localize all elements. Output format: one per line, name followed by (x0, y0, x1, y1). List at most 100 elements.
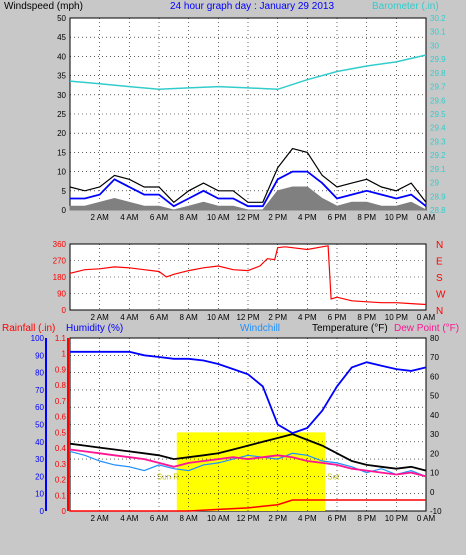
temperature-x-tick-label: 8 AM (180, 514, 199, 523)
wind-y-tick-label: 0 (62, 206, 67, 215)
temperature-y-tick-label: 30 (430, 430, 439, 439)
humidity-axis-label: Humidity (%) (66, 323, 123, 334)
wind-y-tick-label: 25 (57, 110, 66, 119)
direction-x-tick-label: 8 AM (180, 313, 199, 322)
rain-y-tick-label: 0.2 (55, 476, 67, 485)
wind-y-tick-label: 45 (57, 33, 66, 42)
humidity-y-tick-label: 60 (35, 403, 44, 412)
wind-x-tick-label: 4 AM (120, 213, 139, 222)
rain-y-tick-label: 0.4 (55, 444, 67, 453)
barometer-y-tick-label: 29.1 (430, 165, 446, 174)
temperature-y-tick-label: 0 (430, 488, 435, 497)
rain-axis-label: Rainfall (.in) (2, 323, 55, 334)
rain-y-tick-label: 0.7 (55, 397, 67, 406)
humidity-y-tick-label: 70 (35, 386, 44, 395)
barometer-y-tick-label: 29.2 (430, 151, 446, 160)
barometer-y-tick-label: 29.3 (430, 137, 446, 146)
temperature-x-tick-label: 12 PM (236, 514, 259, 523)
wind-x-tick-label: 4 PM (298, 213, 317, 222)
rain-y-tick-label: 0.8 (55, 381, 67, 390)
temperature-y-tick-label: 10 (430, 469, 439, 478)
wind-x-tick-label: 6 AM (150, 213, 169, 222)
temperature-x-tick-label: 4 AM (120, 514, 139, 523)
wind-y-tick-label: 20 (57, 129, 66, 138)
temperature-y-tick-label: 60 (430, 372, 439, 381)
temperature-legend: Temperature (°F) (312, 323, 388, 334)
direction-x-tick-label: 2 AM (91, 313, 110, 322)
barometer-y-tick-label: 30.1 (430, 28, 446, 37)
dewpoint-line (69, 448, 427, 478)
temperature-y-tick-label: 80 (430, 334, 439, 343)
temperature-x-tick-label: 10 AM (207, 514, 230, 523)
barometer-y-tick-label: 29.5 (430, 110, 446, 119)
rain-y-tick-label: 0.3 (55, 460, 67, 469)
wind-axis-label: Windspeed (mph) (4, 1, 83, 12)
temperature-y-tick-label: -10 (430, 507, 442, 516)
temperature-y-tick-label: 40 (430, 411, 439, 420)
dewpoint-legend: Dew Point (°F) (394, 323, 459, 334)
chart-marks: 2 AM 4 AM 6 AM 8 AM 10 AM 12 PM 2 PM 4 PM 6 PM 8 … (31, 14, 446, 523)
wind-y-tick-label: 35 (57, 72, 66, 81)
wind-x-tick-label: 8 AM (180, 213, 199, 222)
rainfall-line (70, 499, 426, 512)
direction-y-tick-label: 270 (53, 257, 67, 266)
temperature-x-tick-label: 6 PM (328, 514, 347, 523)
direction-x-tick-label: 4 AM (120, 313, 139, 322)
wind-y-tick-label: 15 (57, 148, 66, 157)
direction-x-tick-label: 10 AM (207, 313, 230, 322)
sunrise-label: Sun R (157, 473, 179, 482)
wind-x-tick-label: 10 PM (385, 213, 408, 222)
temperature-x-tick-label: 2 PM (268, 514, 287, 523)
barometer-axis-label: Barometer (.in) (372, 1, 439, 12)
barometer-y-tick-label: 29.4 (430, 124, 446, 133)
humidity-y-tick-label: 30 (35, 455, 44, 464)
direction-x-tick-label: 2 PM (268, 313, 287, 322)
direction-compass-label: N (436, 240, 443, 251)
direction-x-tick-label: 6 PM (328, 313, 347, 322)
direction-compass-label: S (436, 273, 443, 284)
chart-title: 24 hour graph day : January 29 2013 (170, 1, 334, 12)
windchill-legend: Windchill (240, 323, 280, 334)
wind-y-tick-label: 40 (57, 52, 66, 61)
barometer-y-tick-label: 28.9 (430, 192, 446, 201)
sunset-label: Set (327, 473, 340, 482)
humidity-y-tick-label: 40 (35, 438, 44, 447)
direction-y-tick-label: 180 (53, 273, 67, 282)
barometer-line (69, 54, 427, 91)
direction-x-tick-label: 12 PM (236, 313, 259, 322)
rain-y-tick-label: 0 (62, 507, 67, 516)
humidity-y-tick-label: 50 (35, 421, 44, 430)
wind-y-tick-label: 5 (62, 187, 67, 196)
wind-gust-area (69, 186, 427, 211)
humidity-y-tick-label: 20 (35, 472, 44, 481)
rain-y-tick-label: 1 (62, 350, 67, 359)
wind-speed-line (69, 147, 427, 204)
barometer-y-tick-label: 29.9 (430, 55, 446, 64)
barometer-y-tick-label: 29.7 (430, 83, 446, 92)
wind-x-tick-label: 2 AM (91, 213, 110, 222)
temperature-x-tick-label: 6 AM (150, 514, 169, 523)
wind-x-tick-label: 6 PM (328, 213, 347, 222)
wind-x-tick-label: 2 PM (268, 213, 287, 222)
barometer-y-tick-label: 30.2 (430, 14, 446, 23)
direction-y-tick-label: 360 (53, 240, 67, 249)
barometer-y-tick-label: 29.8 (430, 69, 446, 78)
wind-x-tick-label: 12 PM (236, 213, 259, 222)
rain-y-tick-label: 0.9 (55, 365, 67, 374)
direction-x-tick-label: 4 PM (298, 313, 317, 322)
wind-direction-line (69, 245, 427, 306)
humidity-y-tick-label: 90 (35, 351, 44, 360)
temperature-line (69, 433, 427, 472)
temperature-y-tick-label: 50 (430, 392, 439, 401)
wind-average-line (70, 170, 427, 208)
rain-y-tick-label: 0.1 (55, 491, 67, 500)
humidity-y-tick-label: 0 (40, 507, 45, 516)
direction-x-tick-label: 8 PM (357, 313, 376, 322)
barometer-y-tick-label: 30 (430, 41, 439, 50)
direction-x-tick-label: 10 PM (385, 313, 408, 322)
temperature-x-tick-label: 10 PM (385, 514, 408, 523)
rain-y-tick-label: 0.5 (55, 428, 67, 437)
temperature-y-tick-label: 20 (430, 449, 439, 458)
